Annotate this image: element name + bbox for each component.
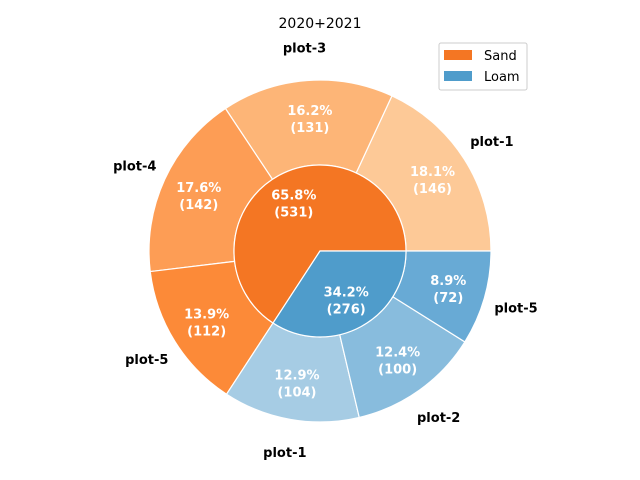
outer-name-label-6: plot-5 [494,301,537,316]
outer-name-label-0: plot-1 [470,135,513,150]
outer-label-5-count: (100) [378,363,417,378]
legend: Sand Loam [438,42,528,91]
outer-name-label-4: plot-1 [263,446,306,461]
legend-swatch-sand [444,50,472,60]
outer-label-6-count: (72) [433,291,463,306]
outer-label-2-pct: 17.6% [176,181,221,196]
outer-name-label-2: plot-4 [113,160,156,175]
inner-label-sand-pct: 65.8% [271,189,316,204]
inner-ring: 65.8% (531) 34.2% (276) [233,164,407,338]
outer-name-label-3: plot-5 [125,353,168,368]
legend-swatch-loam [444,71,472,81]
outer-ring: 18.1% (146) plot-1 16.2% (131) plot-3 17.6% (14… [113,42,538,461]
inner-slice-loam [272,250,407,338]
outer-name-label-1: plot-3 [283,42,326,57]
legend-label-sand: Sand [484,49,517,64]
outer-label-1-pct: 16.2% [287,104,332,119]
inner-label-loam-pct: 34.2% [324,285,369,300]
outer-label-0-pct: 18.1% [410,165,455,180]
outer-label-5-pct: 12.4% [375,346,420,361]
outer-label-6-pct: 8.9% [430,274,466,289]
chart-title: 2020+2021 [279,16,362,32]
outer-label-1-count: (131) [290,121,329,136]
outer-label-3-pct: 13.9% [184,308,229,323]
inner-slice-sand [233,164,407,324]
inner-label-sand-count: (531) [274,206,313,221]
outer-label-4-pct: 12.9% [274,369,319,384]
legend-label-loam: Loam [484,70,520,85]
outer-label-3-count: (112) [187,325,226,340]
outer-label-4-count: (104) [277,386,316,401]
outer-name-label-5: plot-2 [417,411,460,426]
outer-label-2-count: (142) [179,198,218,213]
outer-label-0-count: (146) [413,182,452,197]
inner-label-loam-count: (276) [327,302,366,317]
